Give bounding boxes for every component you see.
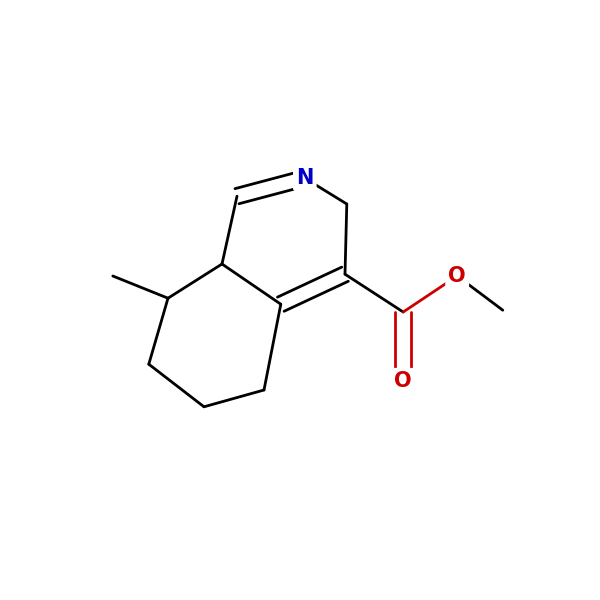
Text: O: O — [394, 371, 412, 391]
Text: O: O — [448, 266, 466, 286]
Text: N: N — [296, 168, 313, 188]
